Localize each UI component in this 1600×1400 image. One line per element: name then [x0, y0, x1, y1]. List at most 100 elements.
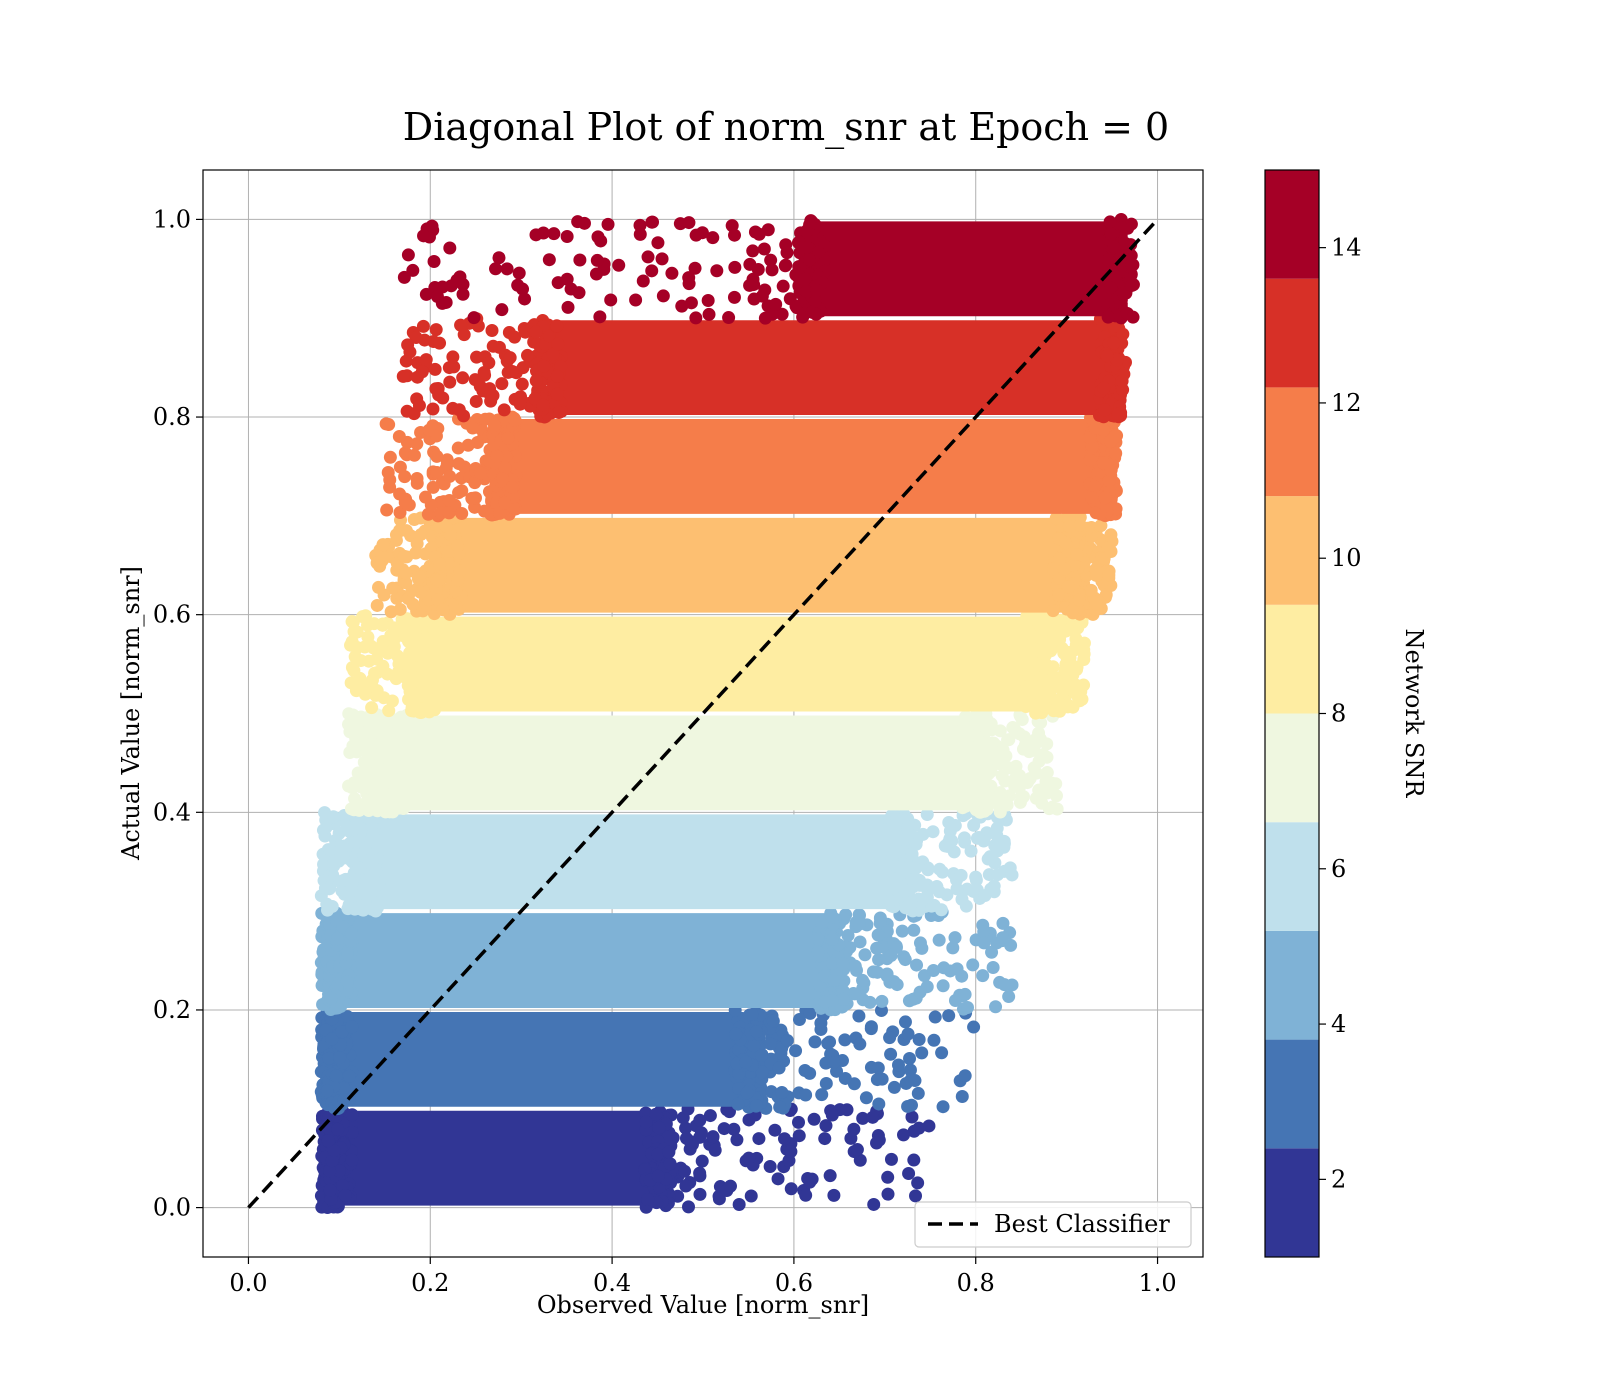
scatter-point — [641, 1193, 654, 1206]
scatter-point — [1104, 281, 1117, 294]
scatter-point — [365, 701, 378, 714]
scatter-point — [383, 473, 396, 486]
scatter-point — [973, 752, 986, 765]
scatter-point — [325, 992, 338, 1005]
scatter-point — [890, 860, 903, 873]
scatter-point — [350, 725, 363, 738]
scatter-point — [470, 395, 483, 408]
scatter-point — [707, 1130, 720, 1143]
legend[interactable]: Best Classifier — [915, 1202, 1191, 1247]
scatter-point — [398, 550, 411, 563]
scatter-point — [801, 241, 814, 254]
scatter-point — [921, 863, 934, 876]
scatter-point — [509, 414, 522, 427]
scatter-point — [872, 1061, 885, 1074]
scatter-point — [1073, 594, 1086, 607]
scatter-point — [550, 319, 563, 332]
scatter-point — [562, 301, 575, 314]
scatter-point — [420, 353, 433, 366]
scatter-point — [778, 1132, 791, 1145]
scatter-point — [629, 294, 642, 307]
scatter-point — [696, 1155, 709, 1168]
scatter-point — [403, 346, 416, 359]
scatter-point — [1050, 789, 1063, 802]
scatter-point — [413, 570, 426, 583]
scatter-point — [875, 995, 888, 1008]
scatter-point — [927, 1034, 940, 1047]
scatter-point — [386, 694, 399, 707]
scatter-point — [769, 298, 782, 311]
scatter-point — [433, 558, 446, 571]
scatter-point — [529, 228, 542, 241]
scatter-point — [853, 918, 866, 931]
scatter-point — [432, 382, 445, 395]
scatter-point — [902, 1027, 915, 1040]
scatter-point — [1102, 568, 1115, 581]
scatter-point — [651, 1148, 664, 1161]
scatter-point — [612, 259, 625, 272]
scatter-point — [739, 1056, 752, 1069]
scatter-point — [959, 800, 972, 813]
scatter-point — [1090, 569, 1103, 582]
scatter-point — [728, 261, 741, 274]
scatter-point — [915, 942, 928, 955]
scatter-point — [399, 567, 412, 580]
scatter-point — [343, 1070, 356, 1083]
scatter-point — [907, 924, 920, 937]
scatter-point — [693, 1167, 706, 1180]
colorbar-tick-label: 10 — [1331, 544, 1362, 572]
band-core — [503, 419, 1103, 514]
scatter-point — [695, 1126, 708, 1139]
scatter-point — [1099, 491, 1112, 504]
scatter-point — [956, 1090, 969, 1103]
scatter-point — [789, 1044, 802, 1057]
scatter-point — [865, 1022, 878, 1035]
scatter-point — [969, 871, 982, 884]
scatter-point — [1104, 435, 1117, 448]
scatter-point — [474, 466, 487, 479]
scatter-point — [377, 635, 390, 648]
scatter-point — [465, 492, 478, 505]
scatter-point — [882, 1188, 895, 1201]
scatter-point — [933, 885, 946, 898]
y-tick-label: 0.6 — [153, 601, 191, 629]
scatter-point — [1097, 381, 1110, 394]
y-axis-ticks: 0.00.20.40.60.81.0 — [153, 205, 203, 1221]
scatter-point — [416, 365, 429, 378]
scatter-point — [748, 293, 761, 306]
scatter-point — [803, 1176, 816, 1189]
scatter-point — [665, 267, 678, 280]
scatter-point — [1085, 491, 1098, 504]
scatter-point — [1108, 241, 1121, 254]
scatter-point — [674, 217, 687, 230]
scatter-point — [690, 229, 703, 242]
plot-area: 0.0 0.2 0.4 0.6 0.8 1.0 0.0 0.2 0.4 0.6 0.8 1.0 — [153, 170, 1203, 1297]
scatter-point — [384, 451, 397, 464]
scatter-point — [851, 1143, 864, 1156]
scatter-point — [350, 902, 363, 915]
scatter-point — [1027, 744, 1040, 757]
scatter-point — [423, 424, 436, 437]
scatter-point — [349, 740, 362, 753]
scatter-point — [450, 274, 463, 287]
scatter-point — [955, 869, 968, 882]
scatter-point — [466, 421, 479, 434]
scatter-point — [935, 903, 948, 916]
band-core — [394, 716, 976, 811]
scatter-point — [441, 457, 454, 470]
scatter-point — [808, 1035, 821, 1048]
scatter-point — [758, 242, 771, 255]
chart-title: Diagonal Plot of norm_snr at Epoch = 0 — [403, 105, 1169, 150]
scatter-point — [537, 360, 550, 373]
scatter-point — [488, 419, 501, 432]
scatter-point — [492, 251, 505, 264]
scatter-point — [899, 884, 912, 897]
scatter-point — [935, 1046, 948, 1059]
scatter-point — [977, 936, 990, 949]
scatter-point — [370, 653, 383, 666]
scatter-point — [881, 1171, 894, 1184]
scatter-point — [367, 827, 380, 840]
colorbar-band — [1265, 605, 1319, 714]
scatter-point — [728, 291, 741, 304]
scatter-point — [516, 378, 529, 391]
